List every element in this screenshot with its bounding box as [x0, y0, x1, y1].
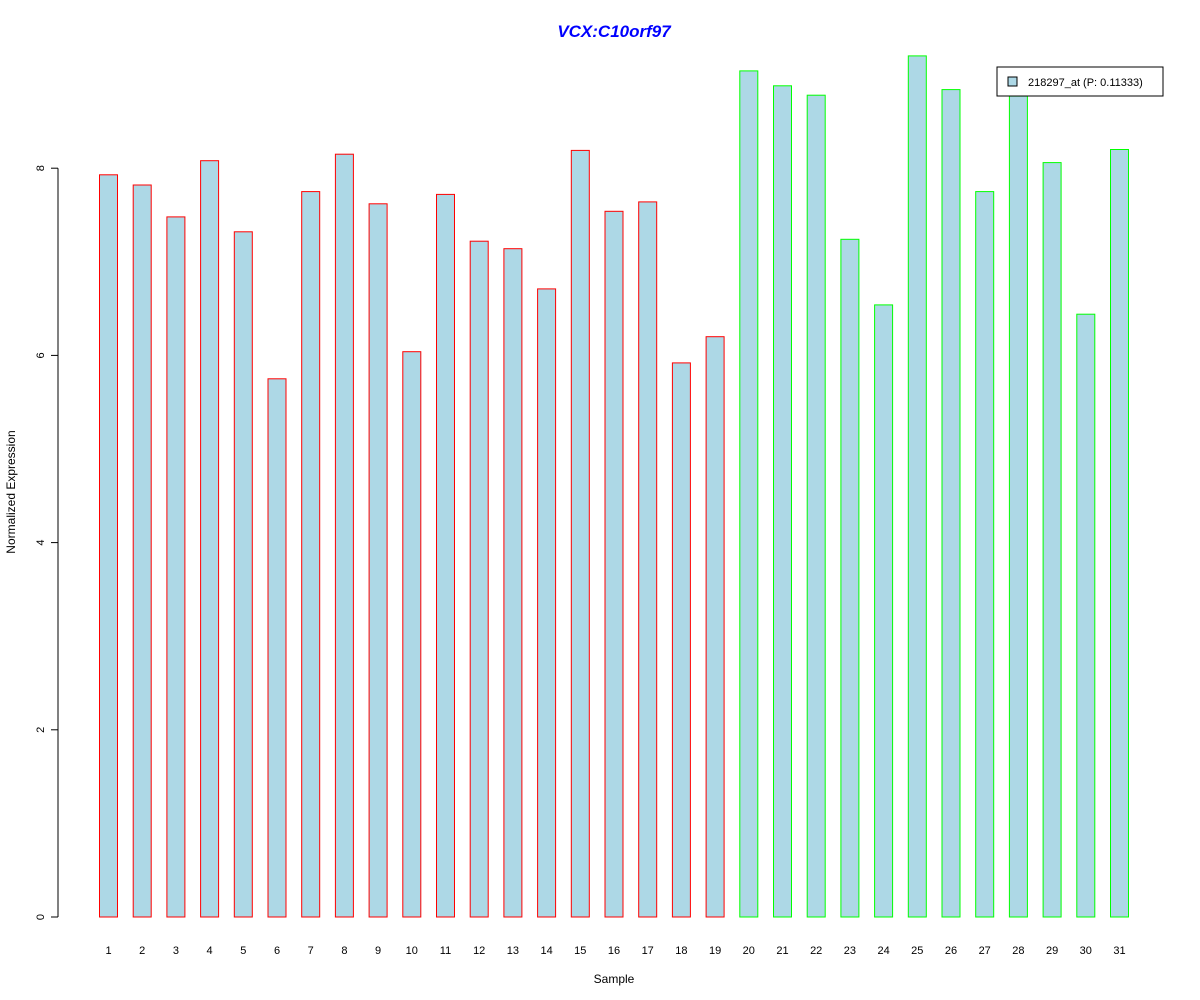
- bar-sample-18: [671, 362, 691, 918]
- x-tick-label: 25: [911, 945, 923, 957]
- x-tick-label: 18: [675, 945, 687, 957]
- x-tick-label: 14: [540, 945, 552, 957]
- x-tick-label: 13: [507, 945, 519, 957]
- bar-sample-20: [739, 70, 759, 918]
- x-tick-label: 23: [844, 945, 856, 957]
- x-tick-label: 17: [642, 945, 654, 957]
- bar-sample-29: [1042, 162, 1062, 918]
- x-tick-label: 3: [173, 945, 179, 957]
- x-tick-label: 8: [341, 945, 347, 957]
- legend-swatch: [1007, 76, 1018, 87]
- bar-sample-21: [773, 85, 792, 918]
- x-tick-label: 6: [274, 945, 280, 957]
- bar-sample-9: [368, 203, 388, 918]
- bar-sample-1: [99, 174, 118, 918]
- bar-sample-7: [301, 191, 321, 918]
- legend-box: [996, 66, 1164, 97]
- bar-sample-5: [233, 231, 253, 918]
- x-tick-label: 2: [139, 945, 145, 957]
- bar-sample-17: [638, 201, 658, 918]
- x-tick-label: 29: [1046, 945, 1058, 957]
- y-tick-label: 2: [35, 727, 47, 733]
- x-tick-label: 5: [240, 945, 246, 957]
- bar-sample-14: [537, 288, 557, 918]
- bar-sample-24: [874, 304, 894, 918]
- bar-sample-13: [503, 248, 523, 918]
- bar-sample-22: [806, 94, 826, 918]
- bar-sample-28: [1008, 95, 1028, 918]
- bar-sample-23: [840, 238, 860, 918]
- x-tick-label: 10: [406, 945, 418, 957]
- y-tick-label: 6: [35, 352, 47, 358]
- x-tick-label: 16: [608, 945, 620, 957]
- x-tick-label: 15: [574, 945, 586, 957]
- x-tick-label: 1: [105, 945, 111, 957]
- y-axis: 0 2 4 6 8: [35, 165, 59, 920]
- chart-title: VCX:C10orf97: [557, 22, 672, 41]
- legend-label: 218297_at (P: 0.11333): [1028, 77, 1143, 89]
- x-tick-label: 31: [1113, 945, 1125, 957]
- x-tick-label: 4: [207, 945, 213, 957]
- bar-sample-25: [907, 55, 927, 918]
- legend: 218297_at (P: 0.11333): [996, 66, 1164, 97]
- bar-sample-31: [1110, 149, 1129, 918]
- x-axis-label: Sample: [594, 972, 635, 986]
- x-tick-label: 28: [1012, 945, 1024, 957]
- bar-sample-15: [570, 149, 590, 918]
- bar-sample-26: [941, 89, 961, 918]
- bar-sample-10: [402, 351, 422, 918]
- x-tick-label: 7: [308, 945, 314, 957]
- x-tick-label: 24: [877, 945, 889, 957]
- bar-sample-12: [469, 240, 489, 918]
- bar-sample-8: [334, 153, 354, 918]
- x-tick-label: 21: [776, 945, 788, 957]
- bars: [99, 55, 1129, 918]
- y-tick-label: 8: [35, 165, 47, 171]
- x-tick-labels: 1 2 3 4 5 6 7 8 9 10 11 12 13 14 15 16 17 18 19 20 21 22 23 24 2…: [105, 945, 1125, 957]
- bar-sample-27: [975, 191, 995, 918]
- bar-sample-3: [166, 216, 186, 918]
- y-tick-label: 0: [35, 914, 47, 920]
- bar-sample-19: [705, 336, 725, 918]
- bar-sample-30: [1076, 313, 1096, 918]
- x-tick-label: 27: [979, 945, 991, 957]
- y-tick-label: 4: [35, 540, 47, 546]
- y-axis-label: Normalized Expression: [4, 430, 18, 553]
- bar-sample-2: [132, 184, 152, 918]
- bar-sample-6: [267, 378, 287, 918]
- x-tick-label: 20: [743, 945, 755, 957]
- x-tick-label: 12: [473, 945, 485, 957]
- bar-sample-4: [200, 160, 220, 918]
- x-tick-label: 22: [810, 945, 822, 957]
- x-tick-label: 30: [1080, 945, 1092, 957]
- x-tick-label: 19: [709, 945, 721, 957]
- x-tick-label: 26: [945, 945, 957, 957]
- bar-sample-16: [604, 210, 624, 918]
- x-tick-label: 11: [440, 945, 451, 957]
- bar-sample-11: [436, 193, 455, 918]
- x-tick-label: 9: [375, 945, 381, 957]
